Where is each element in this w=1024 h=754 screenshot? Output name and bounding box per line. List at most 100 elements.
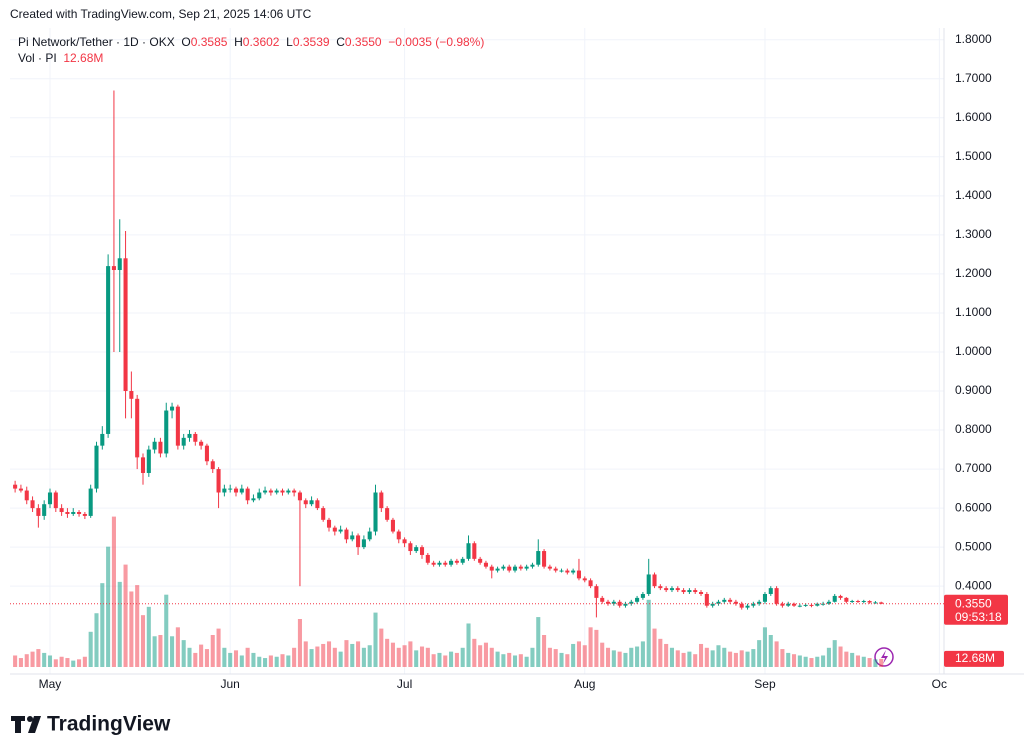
candle-body	[454, 560, 459, 563]
volume-bar	[826, 647, 831, 667]
candle-body	[832, 595, 837, 602]
candle-body	[850, 601, 855, 603]
volume-axis-label: 12.68M	[955, 651, 995, 665]
volume-bar	[605, 647, 611, 667]
candle-body	[838, 595, 843, 598]
volume-bar	[867, 658, 872, 667]
volume-bar	[303, 641, 308, 667]
volume-bar	[367, 645, 372, 667]
candle-body	[675, 588, 680, 591]
volume-bar	[263, 658, 268, 667]
candle-body	[42, 504, 47, 516]
ohlc-value: 0.3550	[344, 35, 382, 49]
candle-body	[228, 488, 233, 490]
candle-body	[321, 508, 326, 520]
volume-bar	[164, 594, 169, 667]
candle-body	[530, 564, 535, 567]
volume-bar	[94, 613, 99, 667]
volume-bar	[745, 651, 750, 667]
candle-body	[786, 603, 791, 606]
candle-body	[588, 580, 593, 587]
candle-body	[640, 593, 645, 598]
symbol: Pi Network/Tether · 1D · OKX	[18, 35, 175, 49]
brand-logo	[11, 716, 41, 733]
volume-bar	[18, 658, 23, 667]
volume-bar	[855, 655, 861, 667]
candle-body	[518, 566, 523, 569]
candle-body	[716, 601, 721, 604]
volume-bar	[460, 647, 465, 667]
ohlc-key: L	[286, 35, 293, 49]
ohlc-value: 0.3539	[292, 35, 330, 49]
candle-body	[274, 490, 279, 493]
candle-body	[547, 566, 552, 569]
candle-body	[478, 558, 483, 563]
volume-bar	[257, 656, 262, 667]
volume-bar	[146, 606, 151, 667]
lightning-button[interactable]	[874, 647, 894, 667]
candle-body	[553, 568, 558, 571]
volume-bar	[373, 612, 378, 667]
y-tick-label: 1.6000	[955, 110, 992, 124]
volume-bar	[350, 643, 355, 667]
candle-body	[472, 543, 477, 559]
volume-bar	[588, 627, 593, 667]
y-tick-label: 0.5000	[955, 539, 992, 553]
candle-body	[65, 512, 70, 514]
volume-bar	[326, 641, 332, 667]
volume-bar	[698, 643, 704, 667]
volume-bar	[30, 651, 35, 667]
volume-bar	[850, 652, 855, 667]
volume-bar	[117, 581, 122, 667]
candle-body	[408, 543, 413, 552]
volume-legend: Vol · PI 12.68M	[18, 51, 103, 65]
volume-bar	[786, 652, 791, 667]
candle-body	[466, 543, 471, 559]
volume-bar	[274, 656, 279, 667]
volume-bar	[635, 646, 640, 667]
grid	[10, 28, 944, 674]
volume-bar	[321, 643, 326, 667]
volume-bar	[193, 652, 198, 667]
x-tick-label: Jun	[221, 677, 240, 691]
volume-bar	[216, 628, 221, 667]
volume-bar	[170, 636, 175, 667]
candle-body	[449, 560, 454, 565]
candle-body	[483, 562, 488, 567]
candle-body	[879, 602, 884, 604]
volume-bar	[71, 660, 76, 667]
volume-bar	[640, 641, 645, 667]
candle-body	[187, 433, 192, 438]
candle-body	[210, 461, 215, 470]
volume-bar	[832, 640, 837, 667]
volume-bar	[210, 635, 215, 667]
volume-bar	[204, 649, 209, 667]
candle-body	[687, 590, 692, 593]
volume-bar	[158, 635, 163, 667]
candle-body	[36, 508, 41, 516]
candle-body	[280, 490, 285, 493]
volume-bar	[536, 617, 541, 667]
volume-bar	[809, 658, 814, 667]
volume-bar	[175, 627, 180, 667]
candle-body	[582, 578, 587, 581]
candle-body	[30, 500, 35, 509]
candle-body	[489, 566, 494, 571]
candle-body	[419, 547, 425, 555]
candle-body	[385, 508, 390, 520]
ohlc-key: C	[336, 35, 345, 49]
candle-body	[507, 566, 512, 571]
volume-bar	[512, 655, 518, 667]
volume-bar	[821, 655, 826, 667]
candle-body	[18, 488, 23, 491]
y-tick-label: 0.9000	[955, 383, 992, 397]
volume-bar	[838, 646, 843, 667]
candle-body	[542, 551, 547, 567]
volume-bar	[669, 647, 674, 667]
volume-bar	[658, 638, 663, 667]
candle-body	[361, 539, 366, 548]
candle-body	[222, 488, 227, 493]
candle-body	[245, 488, 250, 501]
candle-body	[170, 406, 175, 411]
candle-body	[594, 586, 599, 598]
